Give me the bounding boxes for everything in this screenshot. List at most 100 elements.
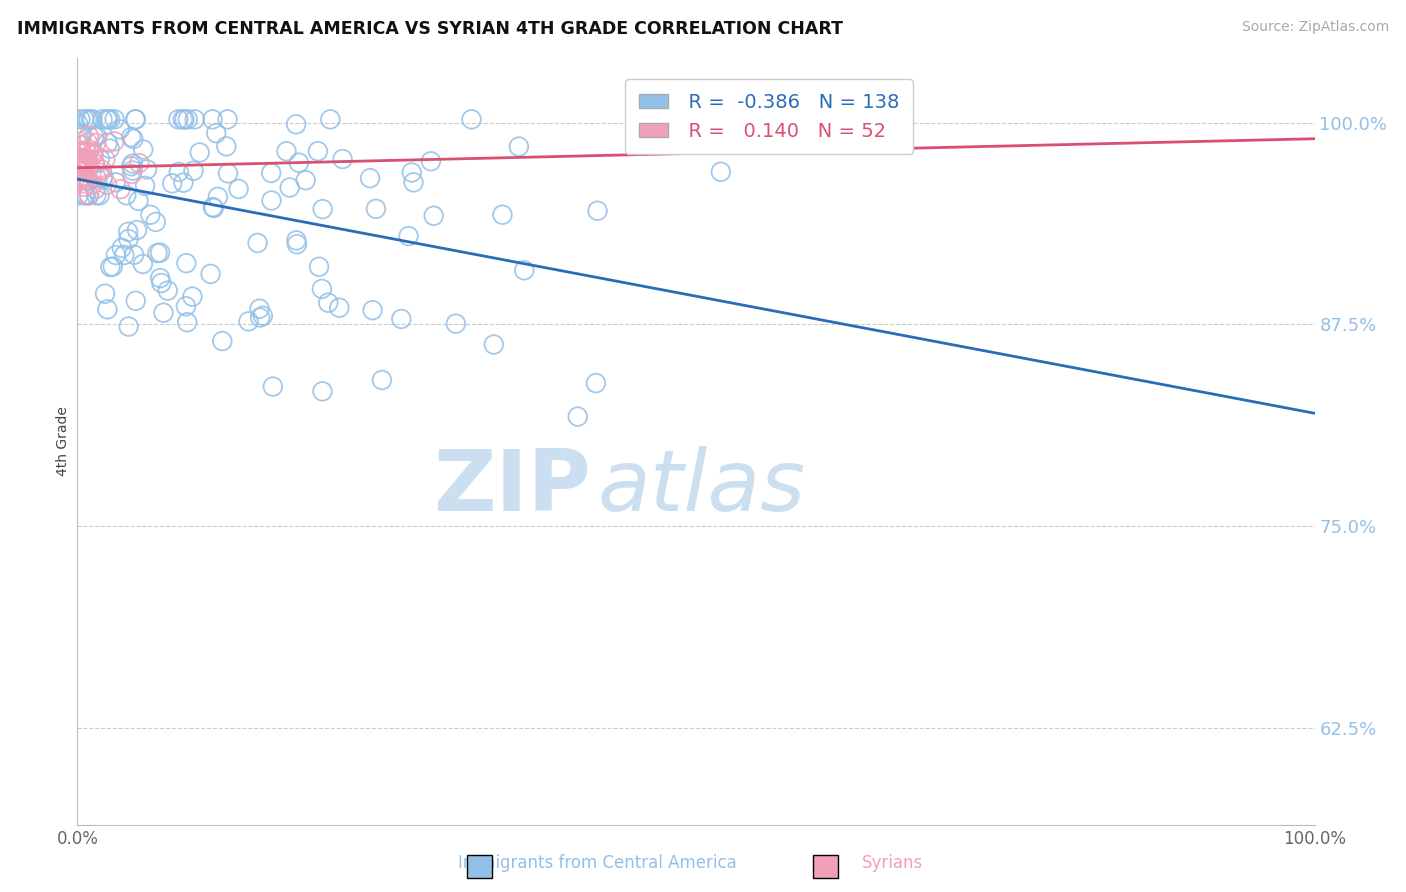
Point: [201, 200, 224, 214]
Point: [184, 112, 207, 127]
Point: [96, 112, 118, 127]
Point: [422, 209, 444, 223]
Point: [278, 180, 301, 194]
Point: [262, 379, 284, 393]
Point: [96, 302, 118, 317]
Point: [202, 201, 225, 215]
Point: [69, 173, 91, 187]
Point: [115, 188, 138, 202]
Point: [72, 164, 94, 178]
Point: [201, 112, 224, 127]
Point: [174, 299, 197, 313]
Point: [73, 158, 96, 172]
Text: ZIP: ZIP: [433, 446, 591, 529]
Point: [260, 194, 283, 208]
Point: [125, 293, 148, 308]
Point: [89, 152, 111, 166]
Point: [364, 202, 387, 216]
Point: [77, 142, 100, 156]
Point: [246, 235, 269, 250]
Point: [84, 170, 107, 185]
Point: [94, 153, 117, 167]
Point: [83, 156, 105, 170]
Point: [173, 112, 195, 127]
Point: [75, 188, 97, 202]
Point: [311, 202, 333, 216]
Point: [76, 112, 98, 127]
Point: [124, 112, 146, 127]
Point: [285, 117, 308, 131]
Point: [93, 169, 115, 184]
Point: [294, 173, 316, 187]
Point: [215, 139, 238, 153]
Point: [75, 163, 97, 178]
Point: [84, 188, 107, 202]
Point: [97, 112, 120, 127]
Point: [205, 126, 228, 140]
Point: [167, 165, 190, 179]
Point: [67, 188, 90, 202]
Point: [228, 182, 250, 196]
Point: [319, 112, 342, 127]
Point: [69, 156, 91, 170]
Point: [70, 127, 93, 141]
Point: [84, 182, 107, 196]
Y-axis label: 4th Grade: 4th Grade: [56, 407, 70, 476]
Legend:   R =  -0.386   N = 138,   R =   0.140   N = 52: R = -0.386 N = 138, R = 0.140 N = 52: [626, 79, 912, 154]
Point: [110, 182, 132, 196]
Point: [207, 190, 229, 204]
Point: [316, 295, 339, 310]
Point: [111, 241, 134, 255]
Point: [121, 163, 143, 178]
Point: [211, 334, 233, 348]
Point: [359, 171, 381, 186]
Text: IMMIGRANTS FROM CENTRAL AMERICA VS SYRIAN 4TH GRADE CORRELATION CHART: IMMIGRANTS FROM CENTRAL AMERICA VS SYRIA…: [17, 20, 842, 37]
Point: [217, 166, 239, 180]
Point: [120, 159, 142, 173]
Point: [97, 136, 120, 150]
Point: [70, 158, 93, 172]
Point: [145, 215, 167, 229]
Point: [90, 162, 112, 177]
Point: [77, 153, 100, 167]
Point: [94, 286, 117, 301]
Point: [67, 117, 90, 131]
Point: [98, 142, 121, 156]
Point: [73, 179, 96, 194]
Point: [73, 112, 96, 127]
Point: [121, 167, 143, 181]
Point: [125, 223, 148, 237]
Point: [101, 260, 124, 274]
Point: [152, 306, 174, 320]
Point: [134, 178, 156, 193]
Point: [77, 128, 100, 143]
Point: [80, 165, 103, 179]
Point: [238, 314, 260, 328]
Point: [176, 256, 198, 270]
Point: [77, 112, 100, 127]
Point: [84, 136, 107, 150]
Point: [398, 229, 420, 244]
Point: [77, 173, 100, 187]
Point: [117, 232, 139, 246]
Point: [121, 156, 143, 170]
Point: [172, 176, 194, 190]
Point: [104, 248, 127, 262]
Point: [73, 153, 96, 167]
Point: [72, 161, 94, 176]
Point: [328, 301, 350, 315]
Point: [307, 144, 329, 158]
Point: [136, 162, 159, 177]
Point: [100, 260, 122, 274]
Point: [69, 160, 91, 174]
Point: [156, 284, 179, 298]
Point: [89, 188, 111, 202]
Point: [332, 152, 354, 166]
Point: [87, 165, 110, 179]
Point: [108, 122, 131, 136]
Point: [567, 409, 589, 424]
Point: [389, 312, 412, 326]
Point: [76, 145, 98, 160]
Point: [122, 132, 145, 146]
Point: [66, 154, 89, 169]
